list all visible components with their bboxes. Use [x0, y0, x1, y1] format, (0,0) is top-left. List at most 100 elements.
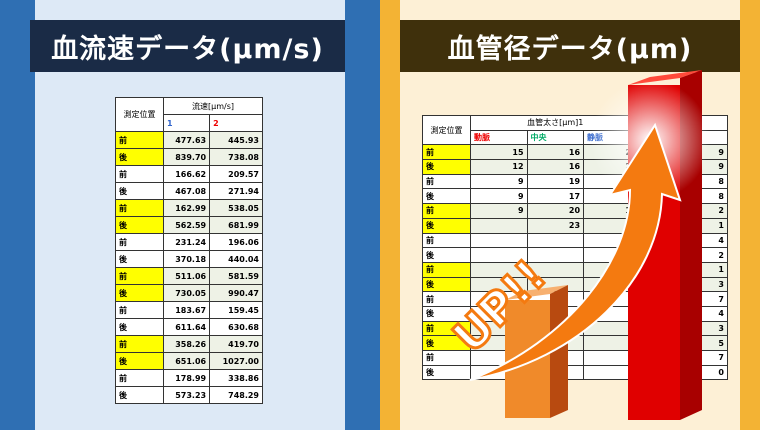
value-cell: 511.06 [162, 267, 211, 285]
value-cell: 370.18 [162, 250, 211, 268]
col-header: 1 [162, 114, 211, 132]
position-cell: 後 [422, 364, 471, 381]
table-row: 後 562.59 681.99 [115, 216, 263, 234]
value-cell: 445.93 [209, 131, 263, 149]
col-header [696, 129, 728, 146]
table-row: 前 358.26 419.70 [115, 335, 263, 353]
value-cell: 3 [583, 320, 641, 337]
value-cell: 681.99 [209, 216, 263, 234]
position-cell: 前 [422, 232, 471, 249]
value-cell [583, 276, 641, 293]
value-cell [470, 364, 528, 381]
value-cell: 3 [696, 320, 728, 337]
position-cell: 後 [115, 182, 164, 200]
vessel-diameter-table: 測定位置 血管太さ[μm]1 動脈 中央 静脈 動脈前 15 16 20 9 後 12 16 20 9 前 9 1… [422, 114, 729, 381]
value-cell: 467.08 [162, 182, 211, 200]
value-cell: 581.59 [209, 267, 263, 285]
value-cell: 16 [583, 232, 641, 249]
position-cell: 後 [422, 276, 471, 293]
value-cell: 990.47 [209, 284, 263, 302]
value-cell [583, 291, 641, 307]
value-cell: 651.06 [162, 352, 211, 370]
value-cell: 0 [696, 364, 728, 381]
position-cell: 前 [422, 261, 471, 278]
table-row: 前 16 4 [422, 232, 728, 249]
value-cell: 9 [470, 188, 528, 205]
position-cell: 前 [422, 320, 471, 337]
value-cell: 9 [696, 159, 728, 175]
table-row: 後 8 16 0 [422, 364, 728, 381]
table-row: 後 370.18 440.04 [115, 250, 263, 268]
value-cell: 16 [639, 364, 698, 381]
position-cell: 前 [422, 173, 471, 190]
table-row: 後 9 17 8 [422, 188, 728, 205]
table-row: 前 14 7 [422, 291, 728, 307]
value-cell: 271.94 [209, 182, 263, 200]
value-cell: 3 [583, 335, 641, 351]
position-cell: 前 [115, 199, 164, 217]
value-cell [639, 173, 698, 190]
header-row: 測定位置 流速[μm/s] [115, 97, 263, 132]
value-cell: 5 [696, 335, 728, 351]
table-row: 前 3 13 3 [422, 320, 728, 337]
value-cell: 16 [583, 173, 641, 190]
position-cell: 後 [115, 284, 164, 302]
value-cell: 2 [696, 203, 728, 219]
value-cell: 183.67 [162, 301, 211, 319]
value-cell: 4 [696, 232, 728, 249]
table-row: 後 12 16 20 9 [422, 159, 728, 175]
value-cell: 231.24 [162, 233, 211, 251]
position-cell: 前 [115, 165, 164, 183]
col-header: 動脈 [639, 129, 698, 146]
value-cell: 4 [696, 305, 728, 322]
value-cell [639, 188, 698, 205]
position-cell: 後 [422, 335, 471, 351]
table-row: 後 573.23 748.29 [115, 386, 263, 404]
value-cell [470, 350, 528, 366]
value-cell: 20 [583, 144, 641, 161]
header-row: 測定位置 血管太さ[μm]1 [422, 114, 729, 146]
table-row: 後 467.08 271.94 [115, 182, 263, 200]
value-cell: 338.86 [209, 369, 263, 387]
table-row: 後 3 12 5 [422, 335, 728, 351]
value-cell: 538.05 [209, 199, 263, 217]
value-cell: 162.99 [162, 199, 211, 217]
table-row: 後 10 3 [422, 276, 728, 293]
table-row: 前 166.62 209.57 [115, 165, 263, 183]
value-cell [639, 232, 698, 249]
vessel-diameter-title: 血管径データ(μm) [400, 20, 740, 72]
col-header: 静脈 [583, 129, 641, 146]
value-cell: 7 [696, 291, 728, 307]
table-row: 前 477.63 445.93 [115, 131, 263, 149]
table-row: 前 178.99 338.86 [115, 369, 263, 387]
value-cell: 196.06 [209, 233, 263, 251]
value-cell [470, 217, 528, 234]
value-cell: 159.45 [209, 301, 263, 319]
table-row: 前 511.06 581.59 [115, 267, 263, 285]
value-cell: 12 [470, 159, 528, 175]
value-cell [470, 291, 528, 307]
position-cell: 後 [115, 250, 164, 268]
value-cell: 16 [526, 144, 585, 161]
col-header: 2 [209, 114, 263, 132]
value-cell: 17 [583, 217, 641, 234]
value-cell [639, 261, 698, 278]
value-cell [526, 305, 585, 322]
value-cell: 419.70 [209, 335, 263, 353]
value-cell: 17 [526, 188, 585, 205]
value-cell [470, 261, 528, 278]
value-cell: 16 [526, 159, 585, 175]
table-row: 前 9 19 16 8 [422, 173, 728, 190]
value-cell [470, 247, 528, 263]
value-cell [526, 261, 585, 278]
table-row: 後 839.70 738.08 [115, 148, 263, 166]
value-cell [526, 364, 585, 381]
value-cell [639, 144, 698, 161]
position-cell: 後 [115, 148, 164, 166]
value-cell: 3 [696, 276, 728, 293]
table-row: 前 9 20 15 2 [422, 203, 728, 219]
header-group: 流速[μm/s] [163, 97, 263, 115]
position-cell: 後 [422, 247, 471, 263]
value-cell: 630.68 [209, 318, 263, 336]
